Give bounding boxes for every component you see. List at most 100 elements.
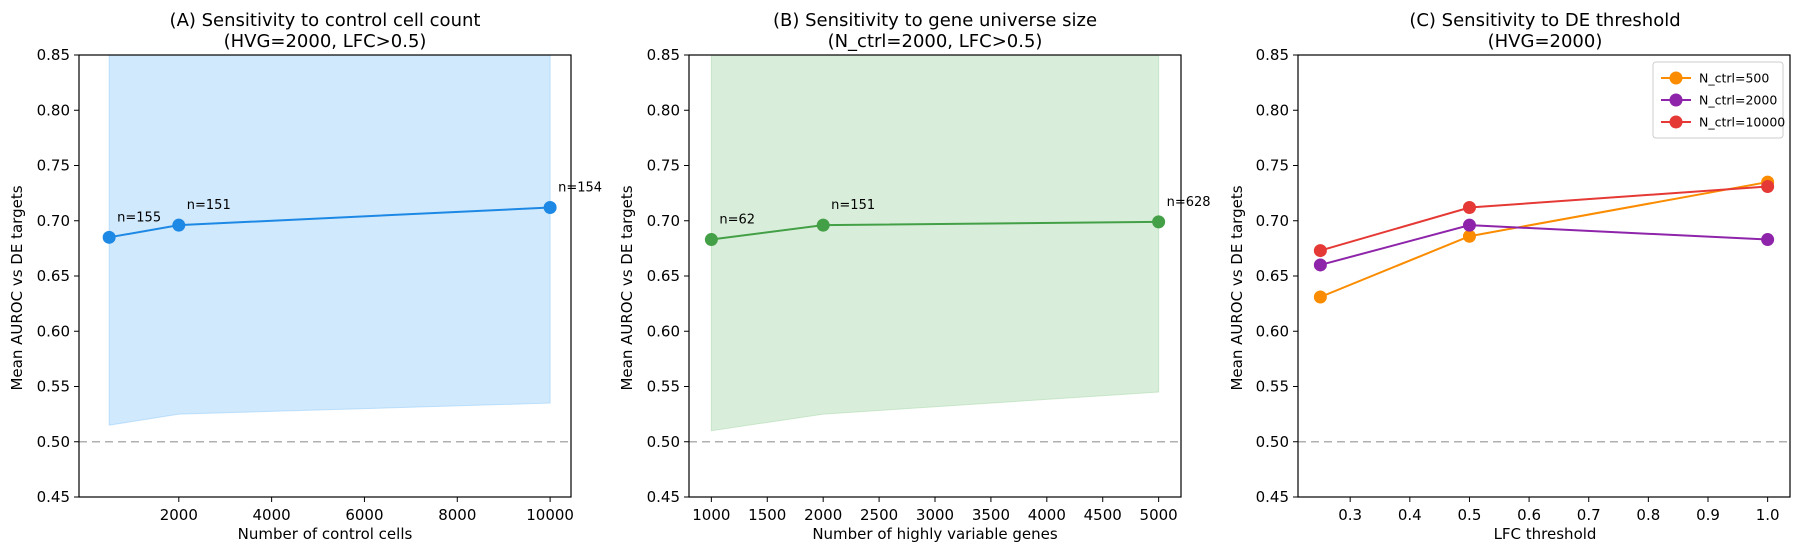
panel-c-title-line2: (HVG=2000): [1488, 31, 1603, 52]
panel-c-xtick-label-4: 0.6: [1517, 506, 1541, 524]
panel-a-point-1-2: [172, 218, 186, 232]
panel-b-ylabel: Mean AUROC vs DE targets: [618, 185, 636, 390]
panel-c-legend-marker-3: [1669, 115, 1683, 129]
panel-b-xtick-label-2: 1500: [748, 506, 786, 524]
panel-c-legend-label-2: N_ctrl=2000: [1699, 93, 1777, 108]
panel-c-point-1-2: [1462, 229, 1476, 243]
panel-b-xtick-label-7: 4000: [1028, 506, 1066, 524]
panel-b-ytick-label-8: 0.80: [647, 101, 680, 119]
panel-a: (A) Sensitivity to control cell count (H…: [8, 10, 480, 543]
panel-c-ytick-label-9: 0.85: [1256, 46, 1289, 64]
panel-b-data-label-3: n=628: [1167, 195, 1211, 210]
panel-b-ytick-label-2: 0.50: [647, 433, 680, 451]
panel-a-xtick-label-2: 4000: [253, 506, 291, 524]
panel-b-ytick-label-5: 0.65: [647, 267, 680, 285]
panel-a-xtick-label-1: 2000: [160, 506, 198, 524]
panel-a-xlabel: Number of control cells: [238, 525, 413, 543]
panel-c-plot: 0.45 0.50 0.55 0.60 0.65 0.70 0.75 0.80 0.85 0.3 0…: [1256, 46, 1791, 524]
panel-b-ytick-label-4: 0.60: [647, 322, 680, 340]
panel-c-ytick-label-8: 0.80: [1256, 101, 1289, 119]
panel-b-ytick-label-3: 0.55: [647, 378, 680, 396]
panel-a-xtick-label-5: 10000: [526, 506, 574, 524]
panel-c-ytick-label-3: 0.55: [1256, 378, 1289, 396]
panel-a-title-line1: (A) Sensitivity to control cell count: [170, 10, 481, 31]
panel-b-plot: n=62 n=151 n=628 0.45 0.50 0.55 0.60 0.65 0.70 0.…: [647, 46, 1211, 524]
panel-c-legend-marker-1: [1669, 71, 1683, 85]
panel-b-point-1-3: [1152, 215, 1166, 229]
panel-c-point-3-1: [1313, 244, 1327, 258]
panel-c-ytick-label-5: 0.65: [1256, 267, 1289, 285]
panel-c-point-3-3: [1761, 179, 1775, 193]
panel-c-xtick-label-2: 0.4: [1398, 506, 1422, 524]
panel-a-ytick-label-5: 0.65: [37, 267, 70, 285]
panel-c-ytick-label-2: 0.50: [1256, 433, 1289, 451]
panel-a-xtick-label-4: 8000: [438, 506, 476, 524]
panel-b-ytick-label-9: 0.85: [647, 46, 680, 64]
panel-a-data-label-2: n=151: [187, 198, 231, 213]
panel-b-data-label-1: n=62: [719, 213, 755, 228]
panel-a-confidence-band: [108, 55, 551, 426]
panel-b-xtick-label-1: 1000: [692, 506, 730, 524]
panel-a-ytick-label-7: 0.75: [37, 157, 70, 175]
panel-c-xtick-label-1: 0.3: [1338, 506, 1362, 524]
panel-c-point-2-2: [1462, 218, 1476, 232]
panel-a-ytick-label-3: 0.55: [37, 378, 70, 396]
panel-c-point-1-1: [1313, 290, 1327, 304]
panel-c-series-line-3: [1320, 185, 1768, 252]
panel-c-ytick-label-1: 0.45: [1256, 488, 1289, 506]
panel-c-xtick-label-5: 0.7: [1577, 506, 1601, 524]
panel-c-title-line1: (C) Sensitivity to DE threshold: [1409, 10, 1680, 31]
panel-c-point-2-1: [1313, 258, 1327, 272]
panel-c-series-line-1: [1319, 181, 1768, 298]
panel-a-ytick-label-8: 0.80: [37, 101, 70, 119]
panel-b-point-1-1: [704, 233, 718, 247]
panel-a-ytick-label-4: 0.60: [37, 322, 70, 340]
panel-a-ytick-label-2: 0.50: [37, 433, 70, 451]
panel-b-xtick-label-5: 3000: [916, 506, 954, 524]
panel-b-title-line2: (N_ctrl=2000, LFC>0.5): [828, 31, 1043, 52]
panel-a-point-1-1: [102, 230, 116, 244]
panel-a-data-label-1: n=155: [117, 210, 161, 225]
panel-a-title-line2: (HVG=2000, LFC>0.5): [224, 31, 427, 52]
panel-b-data-label-2: n=151: [831, 198, 875, 213]
panel-c-legend-box: [1652, 61, 1784, 139]
panel-b-point-1-2: [816, 218, 830, 232]
panel-a-data-label-3: n=154: [558, 180, 602, 195]
panel-a-xtick-label-3: 6000: [345, 506, 383, 524]
panel-b-xtick-label-9: 5000: [1140, 506, 1178, 524]
panel-a-ytick-label-1: 0.45: [37, 488, 70, 506]
panel-b-xtick-label-3: 2000: [804, 506, 842, 524]
panel-c-xtick-label-7: 0.9: [1696, 506, 1720, 524]
panel-c: (C) Sensitivity to DE threshold (HVG=200…: [1228, 10, 1681, 543]
panel-c-ytick-label-6: 0.70: [1256, 212, 1289, 230]
panel-c-ylabel: Mean AUROC vs DE targets: [1228, 185, 1246, 390]
panel-c-point-3-2: [1462, 200, 1476, 214]
panel-b-title-line1: (B) Sensitivity to gene universe size: [773, 10, 1097, 31]
panel-c-xtick-label-3: 0.5: [1458, 506, 1482, 524]
panel-c-xtick-label-8: 1.0: [1756, 506, 1780, 524]
panel-b-xtick-label-8: 4500: [1084, 506, 1122, 524]
panel-a-plot: n=155 n=151 n=154 0.45 0.50 0.55 0.60 0.65 0.70 0…: [37, 46, 602, 524]
panel-b-ytick-label-7: 0.75: [647, 157, 680, 175]
panel-a-ytick-label-6: 0.70: [37, 212, 70, 230]
panel-c-point-2-3: [1761, 233, 1775, 247]
panel-b-xtick-label-4: 2500: [860, 506, 898, 524]
panel-c-legend-marker-2: [1669, 93, 1683, 107]
panel-c-ytick-label-4: 0.60: [1256, 322, 1289, 340]
panel-a-ytick-label-9: 0.85: [37, 46, 70, 64]
panel-c-xtick-label-6: 0.8: [1636, 506, 1660, 524]
panel-b-confidence-band: [710, 55, 1160, 432]
panel-c-legend-label-3: N_ctrl=10000: [1699, 115, 1785, 130]
panel-b-xtick-label-6: 3500: [972, 506, 1010, 524]
panel-a-ylabel: Mean AUROC vs DE targets: [8, 185, 26, 390]
panel-b-ytick-label-1: 0.45: [647, 488, 680, 506]
panel-c-legend-label-1: N_ctrl=500: [1699, 71, 1769, 86]
panel-b-ytick-label-6: 0.70: [647, 212, 680, 230]
panel-c-legend: N_ctrl=500 N_ctrl=2000 N_ctrl=10000: [1652, 61, 1785, 139]
panel-c-ytick-label-7: 0.75: [1256, 157, 1289, 175]
panel-b: (B) Sensitivity to gene universe size (N…: [618, 10, 1097, 543]
panel-b-xlabel: Number of highly variable genes: [812, 525, 1058, 543]
panel-a-point-1-3: [543, 200, 557, 214]
panel-c-xlabel: LFC threshold: [1494, 525, 1597, 543]
